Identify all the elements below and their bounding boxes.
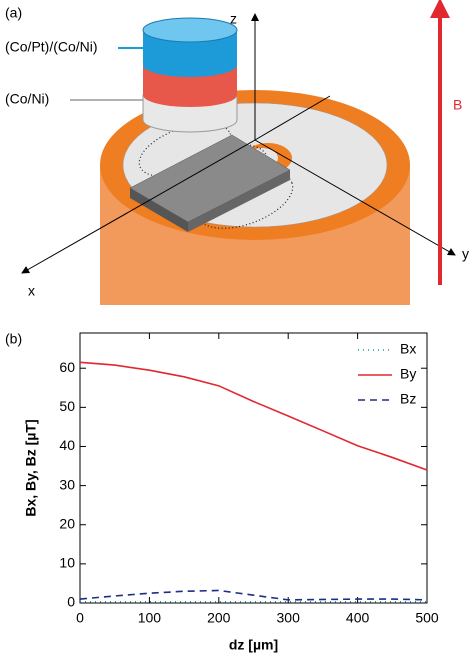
x-tick-label: 200 xyxy=(207,610,231,626)
x-tick-label: 500 xyxy=(415,610,439,626)
legend-label: Bz xyxy=(400,391,416,407)
series-line xyxy=(79,361,428,471)
x-tick-label: 100 xyxy=(138,610,162,626)
field-label: B xyxy=(453,97,462,113)
y-tick-label: 30 xyxy=(59,476,75,492)
plate-side xyxy=(188,170,290,232)
y-axis-label: Bx, By, Bz [µT] xyxy=(23,419,39,516)
plot-frame xyxy=(79,332,428,604)
y-tick-label: 40 xyxy=(59,437,75,453)
axis-label: x xyxy=(28,283,35,299)
y-tick-label: 0 xyxy=(67,594,75,610)
diagram: (a) (Co/Pt)/(Co/Ni) (Co/Ni) z x y B xyxy=(5,0,469,305)
plate-front xyxy=(130,188,188,232)
y-tick-label: 20 xyxy=(59,515,75,531)
legend-label: Bx xyxy=(400,341,416,357)
plate-top xyxy=(129,134,291,223)
y-tick-label: 60 xyxy=(59,359,75,375)
axis-label: y xyxy=(462,246,469,262)
y-tick-label: 10 xyxy=(59,555,75,571)
legend-label: By xyxy=(400,366,416,382)
y-tick-label: 50 xyxy=(59,398,75,414)
series-line xyxy=(79,589,428,601)
x-tick-label: 400 xyxy=(346,610,370,626)
chart: 0 10 20 30 40 50 60 0 100 200 300 400 500 dz [µm] Bx, … xyxy=(23,332,439,653)
x-axis-label: dz [µm] xyxy=(229,637,278,653)
layer-label: (Co/Pt)/(Co/Ni) xyxy=(5,39,98,55)
x-tick-label: 300 xyxy=(277,610,301,626)
y-axis xyxy=(254,139,456,256)
x-axis xyxy=(21,139,256,274)
panel-label: (a) xyxy=(5,5,22,21)
magnet-top xyxy=(142,17,238,43)
x-tick-label: 0 xyxy=(76,610,84,626)
magnet-coni xyxy=(143,65,237,107)
panel-label: (b) xyxy=(5,331,22,347)
axis-back xyxy=(254,95,331,141)
axis-label: z xyxy=(230,11,237,27)
layer-label: (Co/Ni) xyxy=(5,91,49,107)
magnet-copt xyxy=(143,30,237,77)
